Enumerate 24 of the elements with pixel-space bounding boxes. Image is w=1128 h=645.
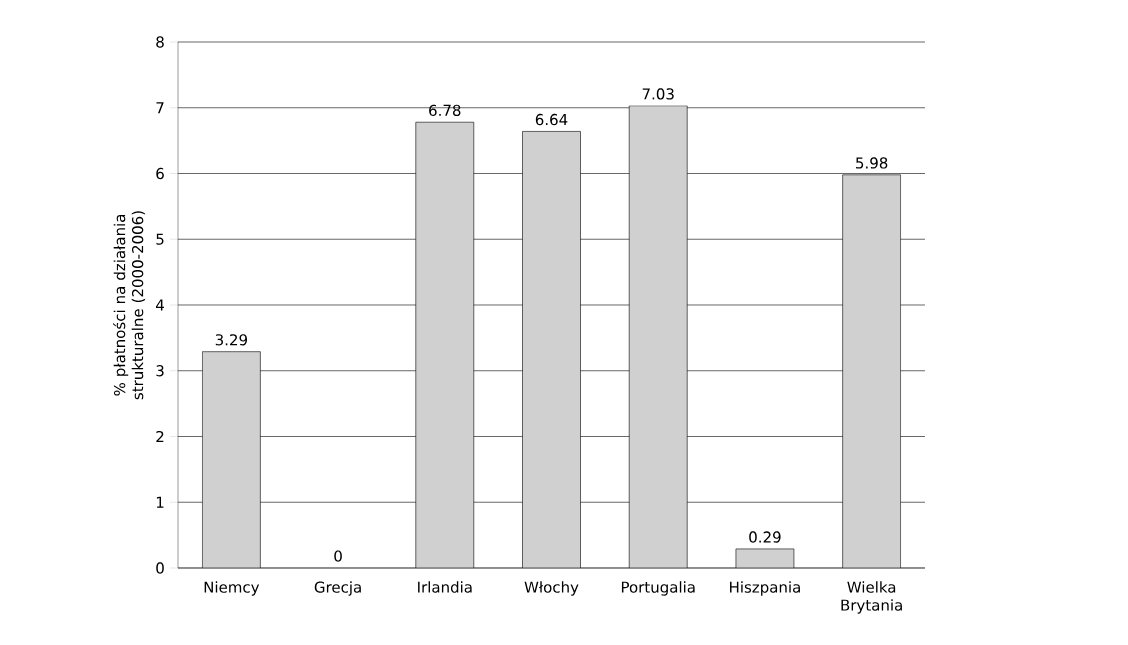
data-label: 5.98 [856, 157, 888, 169]
x-tick-label: Hiszpania [730, 581, 800, 596]
y-tick-label: 4 [156, 299, 164, 311]
x-tick-label: Włochy [524, 581, 579, 596]
data-label: 3.29 [215, 334, 247, 346]
y-tick-label: 2 [156, 430, 164, 443]
x-tick-label: Portugalia [621, 581, 695, 596]
data-label: 0 [334, 550, 342, 562]
data-label: 7.03 [642, 88, 674, 100]
x-tick-label: Irlandia [418, 581, 472, 593]
y-tick-label: 5 [156, 233, 164, 245]
data-label: 6.78 [429, 104, 461, 117]
y-tick-label: 8 [156, 36, 164, 48]
y-axis-title: % płatności na działania strukturalne (2000-2006) [113, 211, 146, 400]
y-tick-label: 3 [156, 365, 164, 377]
x-tick-label: Grecja [314, 581, 361, 596]
data-label: 6.64 [535, 113, 568, 126]
x-tick-label: Wielka Brytania [841, 581, 902, 614]
y-tick-label: 0 [156, 562, 164, 574]
data-label: 0.29 [749, 531, 781, 543]
y-tick-label: 7 [156, 102, 164, 114]
y-tick-label: 6 [156, 167, 164, 180]
y-tick-label: 1 [156, 496, 164, 508]
x-tick-label: Niemcy [204, 581, 260, 596]
